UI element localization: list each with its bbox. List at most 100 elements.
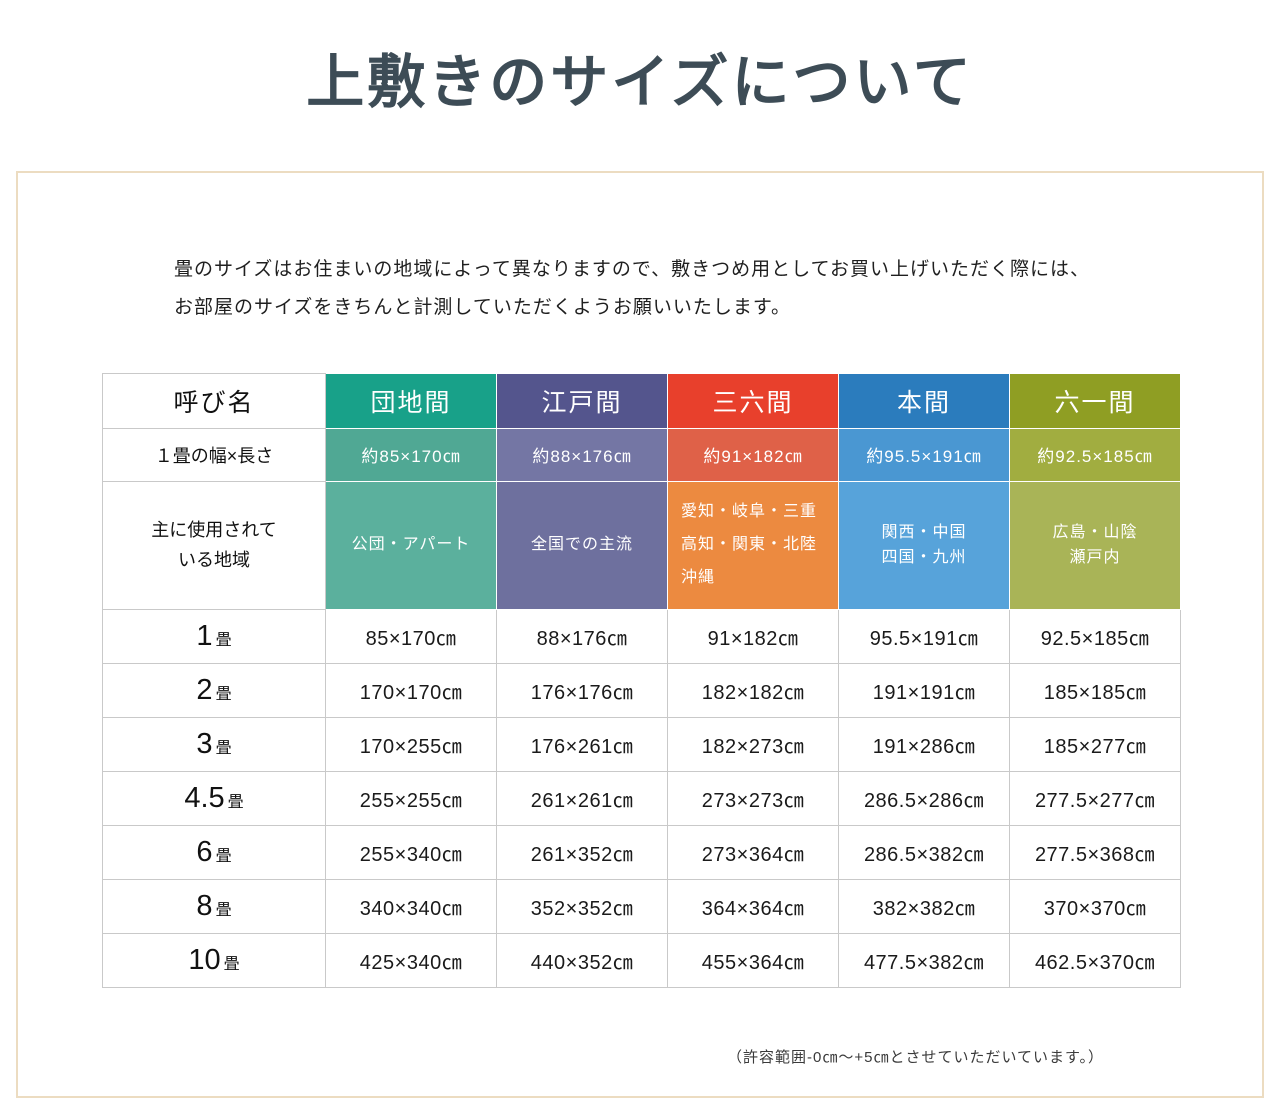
region-cell-danchima: 公団・アパート	[325, 480, 497, 610]
intro-line-1: 畳のサイズはお住まいの地域によって異なりますので、敷きつめ用としてお買い上げいた…	[174, 258, 1091, 280]
mat-count: 4.5	[184, 781, 225, 814]
mat-unit: 畳	[215, 901, 232, 919]
size-cell: 92.5×185㎝	[1009, 608, 1181, 664]
region-cell-honma: 関西・中国 四国・九州	[838, 480, 1010, 610]
region-line: 公団・アパート	[351, 536, 471, 554]
tolerance-note: （許容範囲-0㎝～+5㎝とさせていただいています。）	[727, 1048, 1104, 1066]
region-label-line-2: いる地域	[178, 550, 250, 571]
tatami-size-table: 呼び名 団地間 江戸間 三六間 本間 六一間 １畳の幅×長さ 約85×170㎝ …	[102, 372, 1181, 988]
region-line: 広島・山陰	[1052, 523, 1138, 541]
size-cell: 352×352㎝	[496, 878, 668, 934]
region-cell-rokuichima: 広島・山陰 瀬戸内	[1009, 480, 1181, 610]
mat-unit: 畳	[215, 739, 232, 757]
size-cell: 462.5×370㎝	[1009, 932, 1181, 988]
mat-count: 2	[196, 673, 213, 706]
size-cell: 425×340㎝	[325, 932, 497, 988]
size-cell: 182×273㎝	[667, 716, 839, 772]
one-mat-size-label: １畳の幅×長さ	[102, 427, 326, 482]
size-cell: 191×286㎝	[838, 716, 1010, 772]
mat-count: 1	[196, 619, 213, 652]
mat-unit: 畳	[215, 847, 232, 865]
one-mat-size-cell: 約92.5×185㎝	[1009, 427, 1181, 482]
one-mat-size-cell: 約88×176㎝	[496, 427, 668, 482]
standard-header-edoma: 江戸間	[496, 372, 668, 429]
size-cell: 277.5×277㎝	[1009, 770, 1181, 826]
mat-unit: 畳	[215, 631, 232, 649]
size-cell: 191×191㎝	[838, 662, 1010, 718]
region-line: 愛知・岐阜・三重	[681, 502, 818, 520]
size-cell: 286.5×286㎝	[838, 770, 1010, 826]
mat-count: 6	[196, 835, 213, 868]
region-line: 関西・中国	[881, 523, 967, 541]
size-cell: 170×170㎝	[325, 662, 497, 718]
size-cell: 255×340㎝	[325, 824, 497, 880]
region-line: 瀬戸内	[1069, 549, 1121, 567]
row-label: 4.5 畳	[102, 770, 326, 826]
size-cell: 382×382㎝	[838, 878, 1010, 934]
size-cell: 455×364㎝	[667, 932, 839, 988]
size-cell: 176×261㎝	[496, 716, 668, 772]
one-mat-size-row: １畳の幅×長さ 約85×170㎝ 約88×176㎝ 約91×182㎝ 約95.5…	[102, 427, 1181, 482]
intro-text: 畳のサイズはお住まいの地域によって異なりますので、敷きつめ用としてお買い上げいた…	[18, 173, 1262, 327]
region-line: 全国での主流	[530, 536, 633, 554]
size-cell: 91×182㎝	[667, 608, 839, 664]
one-mat-size-cell: 約91×182㎝	[667, 427, 839, 482]
size-cell: 261×261㎝	[496, 770, 668, 826]
size-cell: 95.5×191㎝	[838, 608, 1010, 664]
size-cell: 185×277㎝	[1009, 716, 1181, 772]
one-mat-size-cell: 約95.5×191㎝	[838, 427, 1010, 482]
size-cell: 176×176㎝	[496, 662, 668, 718]
mat-unit: 畳	[223, 955, 240, 973]
size-cell: 286.5×382㎝	[838, 824, 1010, 880]
size-cell: 364×364㎝	[667, 878, 839, 934]
size-cell: 85×170㎝	[325, 608, 497, 664]
size-cell: 273×364㎝	[667, 824, 839, 880]
region-line: 沖縄	[681, 568, 716, 586]
table-header-row: 呼び名 団地間 江戸間 三六間 本間 六一間	[102, 372, 1181, 429]
intro-line-2: お部屋のサイズをきちんと計測していただくようお願いいたします。	[174, 296, 791, 318]
mat-unit: 畳	[215, 685, 232, 703]
region-line: 高知・関東・北陸	[681, 535, 818, 553]
size-cell: 277.5×368㎝	[1009, 824, 1181, 880]
region-cell-sanrokuma: 愛知・岐阜・三重 高知・関東・北陸 沖縄	[667, 480, 839, 610]
size-cell: 340×340㎝	[325, 878, 497, 934]
table-row-4-5jo: 4.5 畳 255×255㎝ 261×261㎝ 273×273㎝ 286.5×28…	[102, 770, 1181, 826]
size-cell: 273×273㎝	[667, 770, 839, 826]
region-line: 四国・九州	[881, 549, 967, 567]
size-cell: 185×185㎝	[1009, 662, 1181, 718]
region-row: 主に使用されて いる地域 公団・アパート 全国での主流 愛知・岐阜・三重 高知・…	[102, 480, 1181, 610]
size-cell: 440×352㎝	[496, 932, 668, 988]
size-cell: 261×352㎝	[496, 824, 668, 880]
size-cell: 182×182㎝	[667, 662, 839, 718]
row-label: 10 畳	[102, 932, 326, 988]
standard-header-rokuichima: 六一間	[1009, 372, 1181, 429]
size-cell: 88×176㎝	[496, 608, 668, 664]
standard-header-honma: 本間	[838, 372, 1010, 429]
mat-count: 3	[196, 727, 213, 760]
region-row-label: 主に使用されて いる地域	[102, 480, 326, 610]
mat-count: 10	[188, 943, 221, 976]
size-cell: 255×255㎝	[325, 770, 497, 826]
mat-count: 8	[196, 889, 213, 922]
content-box: 畳のサイズはお住まいの地域によって異なりますので、敷きつめ用としてお買い上げいた…	[16, 170, 1264, 1098]
region-label-line-1: 主に使用されて	[151, 519, 277, 540]
standard-header-sanrokuma: 三六間	[667, 372, 839, 429]
standard-header-danchima: 団地間	[325, 372, 497, 429]
size-cell: 170×255㎝	[325, 716, 497, 772]
size-cell: 477.5×382㎝	[838, 932, 1010, 988]
mat-unit: 畳	[227, 793, 244, 811]
page-title: 上敷きのサイズについて	[306, 50, 974, 115]
corner-cell: 呼び名	[102, 372, 326, 429]
size-cell: 370×370㎝	[1009, 878, 1181, 934]
one-mat-size-cell: 約85×170㎝	[325, 427, 497, 482]
